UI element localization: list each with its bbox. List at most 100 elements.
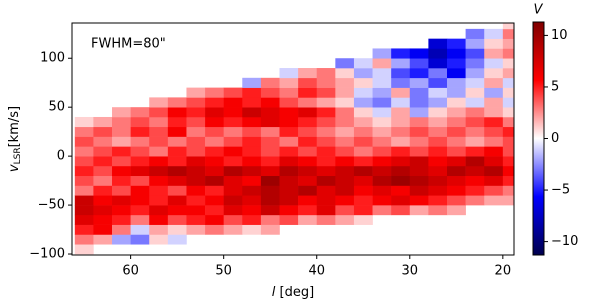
heatmap-cell <box>112 126 131 137</box>
heatmap-cell <box>372 185 392 196</box>
colorbar-tick-label: 10 <box>551 28 568 43</box>
heatmap-cell <box>502 195 514 206</box>
heatmap-cell <box>409 146 429 157</box>
heatmap-cell <box>223 156 243 167</box>
heatmap-cell <box>130 175 150 186</box>
heatmap-cell <box>447 126 466 137</box>
heatmap-cell <box>353 165 373 177</box>
heatmap-cell <box>279 185 299 196</box>
heatmap-cell <box>484 48 504 59</box>
heatmap-cell <box>409 136 429 147</box>
heatmap-cell <box>447 165 466 177</box>
heatmap-cell <box>242 87 262 98</box>
heatmap-cell <box>223 224 243 235</box>
heatmap-cell <box>428 185 448 196</box>
heatmap-cell <box>465 58 485 69</box>
heatmap-cell <box>186 175 206 186</box>
heatmap-cell <box>428 156 448 167</box>
heatmap-cell <box>391 107 411 118</box>
heatmap-cell <box>242 136 262 147</box>
heatmap-cell <box>428 107 448 118</box>
heatmap-cell <box>223 136 243 147</box>
heatmap-cell <box>447 58 466 69</box>
heatmap-cell <box>335 116 355 128</box>
heatmap-cell <box>447 136 466 147</box>
heatmap-cell <box>335 107 355 118</box>
heatmap-cell <box>502 23 514 30</box>
heatmap-cell <box>279 97 299 108</box>
heatmap-cell <box>484 195 504 206</box>
heatmap-cell <box>130 205 150 216</box>
heatmap-cell <box>391 156 411 167</box>
heatmap-cell <box>223 126 243 137</box>
heatmap-cell <box>316 107 336 118</box>
heatmap-cell <box>428 87 448 98</box>
heatmap-cell <box>484 185 504 196</box>
heatmap-cell <box>223 214 243 225</box>
heatmap-cell <box>279 205 299 216</box>
heatmap-cell <box>465 136 485 147</box>
heatmap-cell <box>353 185 373 196</box>
heatmap-cell <box>335 195 355 206</box>
heatmap-cell <box>112 107 131 118</box>
heatmap-cell <box>279 116 299 128</box>
heatmap-cell <box>205 87 224 98</box>
heatmap-cell <box>242 205 262 216</box>
heatmap-cell <box>149 126 169 137</box>
heatmap-cell <box>279 126 299 137</box>
y-tick-label: −50 <box>38 198 65 213</box>
heatmap-cell <box>112 185 131 196</box>
heatmap-cell <box>167 224 187 235</box>
heatmap-cell <box>372 205 392 216</box>
heatmap-cell <box>447 97 466 108</box>
heatmap-cell <box>242 165 262 177</box>
x-tick-label: 20 <box>495 264 512 279</box>
heatmap-cell <box>167 185 187 196</box>
colorbar-tick-label: −5 <box>551 183 570 198</box>
heatmap-cell <box>428 116 448 128</box>
heatmap-cell <box>205 136 224 147</box>
heatmap-cell <box>112 156 131 167</box>
heatmap-cell <box>316 214 336 225</box>
heatmap-cell <box>112 175 131 186</box>
heatmap-cell <box>167 214 187 225</box>
heatmap-cell <box>465 185 485 196</box>
heatmap-cell <box>484 58 504 69</box>
heatmap-cell <box>372 136 392 147</box>
heatmap-cell <box>279 68 299 79</box>
x-axis-label: l [deg] <box>272 285 314 300</box>
heatmap-cell <box>93 146 113 157</box>
heatmap-cell <box>93 195 113 206</box>
heatmap-cell <box>372 175 392 186</box>
heatmap-cell <box>74 116 94 128</box>
heatmap-cell <box>167 205 187 216</box>
heatmap-cell <box>223 195 243 206</box>
heatmap-cell <box>242 185 262 196</box>
heatmap-cell <box>298 97 318 108</box>
heatmap-cell <box>205 185 224 196</box>
heatmap-cell <box>428 68 448 79</box>
heatmap-cell <box>130 107 150 118</box>
heatmap-cell <box>391 136 411 147</box>
heatmap-cell <box>316 77 336 88</box>
heatmap-cell <box>447 205 466 216</box>
heatmap-cell <box>372 165 392 177</box>
heatmap-cell <box>223 175 243 186</box>
x-label-unit: [deg] <box>280 285 315 300</box>
heatmap-cell <box>335 97 355 108</box>
heatmap-cell <box>335 185 355 196</box>
heatmap-cell <box>372 107 392 118</box>
heatmap-cell <box>372 58 392 69</box>
heatmap-cell <box>502 146 514 157</box>
heatmap-cell <box>409 116 429 128</box>
heatmap-cell <box>74 156 94 167</box>
heatmap-cell <box>130 165 150 177</box>
heatmap-cell <box>428 48 448 59</box>
heatmap-cell <box>298 77 318 88</box>
heatmap-cell <box>279 165 299 177</box>
plot-frame <box>71 22 515 256</box>
heatmap-cell <box>260 136 280 147</box>
heatmap-cell <box>298 214 318 225</box>
heatmap-cell <box>242 146 262 157</box>
